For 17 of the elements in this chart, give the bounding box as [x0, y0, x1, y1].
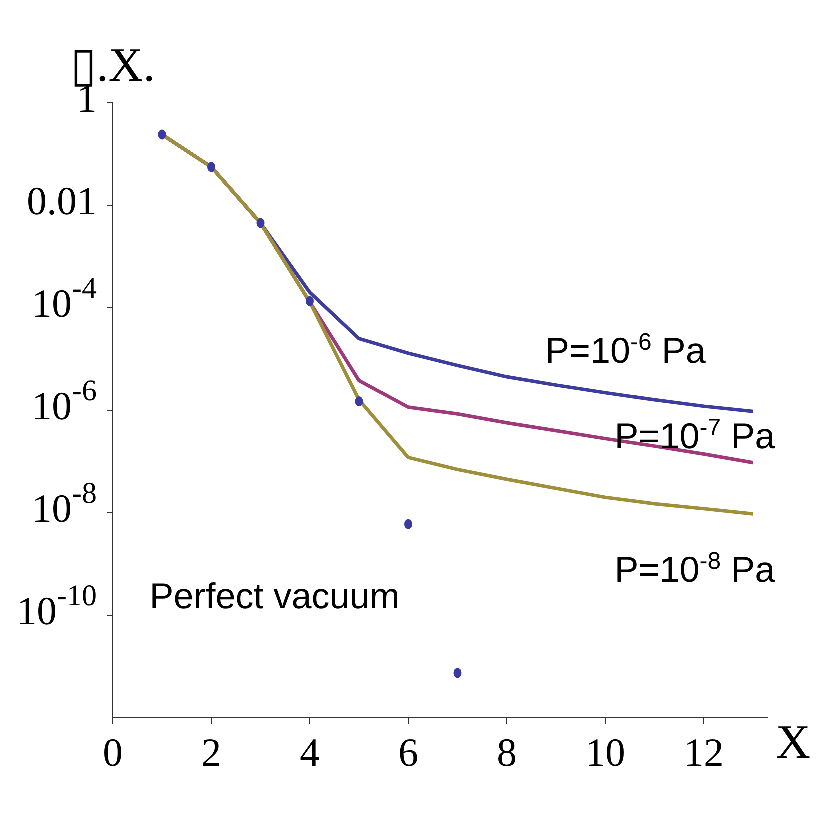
x-tick-label: 0	[103, 730, 123, 775]
x-tick-label: 4	[300, 730, 320, 775]
y-tick-label: 10$^{-6}$	[32, 374, 97, 429]
y-tick-label: 10$^{-8}$	[32, 477, 97, 532]
x-axis-title: X	[776, 716, 811, 769]
series-label: Perfect vacuum	[150, 575, 400, 616]
y-tick-label: 10$^{-4}$	[32, 272, 97, 326]
series-label: P=10$^{-7}$ Pa	[614, 414, 776, 456]
x-tick-label: 12	[684, 730, 724, 775]
x-tick-label: 10	[585, 730, 626, 775]
y-tick-label: 0.01	[27, 178, 97, 224]
x-tick-label: 2	[201, 730, 222, 775]
x-tick-label: 6	[398, 730, 418, 775]
series-label: P=10$^{-6}$ Pa	[545, 328, 707, 371]
y-tick-label: 10$^{-10}$	[17, 580, 97, 634]
series-label: P=10$^{-8}$ Pa	[614, 547, 776, 590]
x-tick-label: 8	[496, 730, 517, 775]
